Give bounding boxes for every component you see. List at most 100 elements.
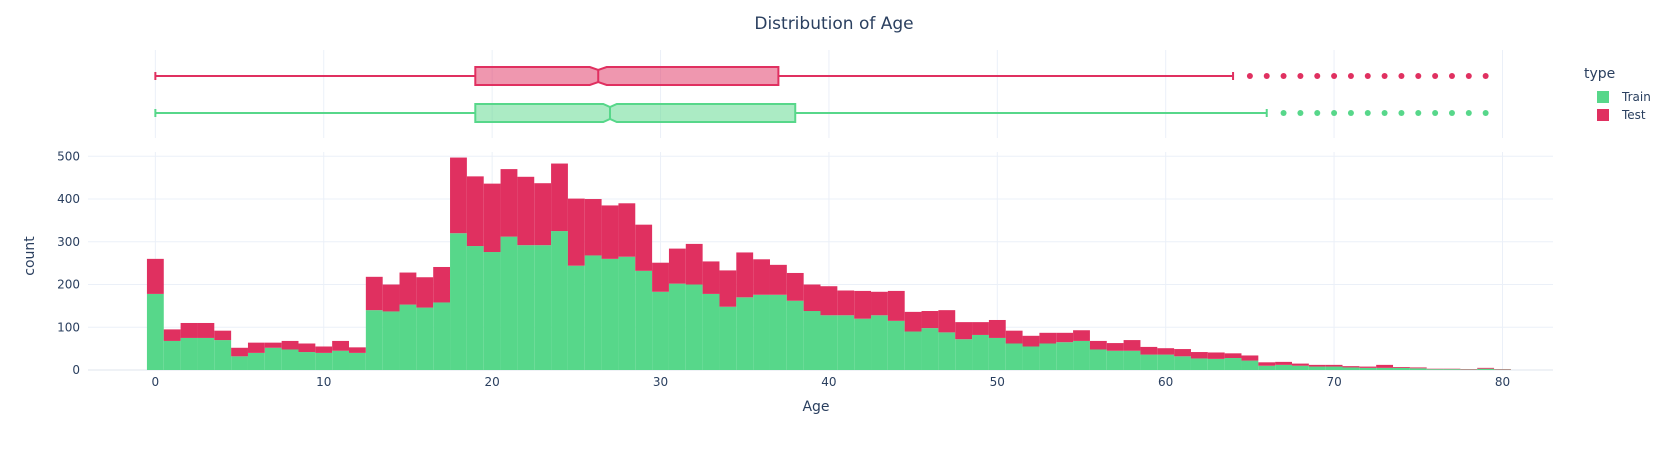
bar-train: [164, 341, 181, 370]
bar-train: [1275, 365, 1292, 370]
bar-train: [905, 332, 922, 370]
outlier-point: [1415, 73, 1421, 79]
bar-test: [922, 311, 939, 328]
box-plot-train: [155, 104, 1488, 122]
bar-test: [837, 290, 854, 315]
bar-test: [854, 291, 871, 319]
outlier-point: [1365, 110, 1371, 116]
bar-train: [871, 315, 888, 370]
y-tick-label: 0: [72, 363, 80, 377]
bar-train: [197, 338, 214, 370]
bar-train: [484, 252, 501, 370]
bar-test: [400, 273, 417, 305]
bar-train: [938, 332, 955, 370]
bar-test: [753, 259, 770, 294]
bar-train: [703, 294, 720, 370]
bar-test: [821, 286, 838, 315]
bar-test: [1326, 365, 1343, 367]
legend: type Train Test: [1584, 66, 1651, 122]
bar-train: [433, 302, 450, 370]
y-tick-label: 100: [57, 320, 80, 334]
bar-train: [1073, 341, 1090, 370]
bar-test: [1090, 341, 1107, 350]
legend-item-test[interactable]: Test: [1597, 108, 1646, 122]
x-tick-label: 40: [821, 375, 836, 389]
bar-test: [265, 343, 282, 348]
bar-test: [147, 259, 164, 294]
bar-train: [669, 284, 686, 370]
bar-train: [534, 245, 551, 370]
outlier-point: [1483, 110, 1489, 116]
bar-test: [1275, 362, 1292, 365]
bar-train: [1477, 369, 1494, 370]
bar-train: [1023, 346, 1040, 370]
legend-title: type: [1584, 66, 1615, 82]
bar-test: [1174, 349, 1191, 356]
x-tick-label: 20: [484, 375, 499, 389]
y-tick-label: 300: [57, 235, 80, 249]
bar-test: [1393, 367, 1410, 368]
bar-train: [1208, 359, 1225, 370]
bar-train: [568, 266, 585, 370]
outlier-point: [1247, 73, 1253, 79]
box-gridlines: [155, 50, 1502, 138]
bar-test: [1073, 330, 1090, 341]
bar-test: [1056, 333, 1073, 342]
bar-test: [955, 322, 972, 339]
bar-train: [366, 310, 383, 370]
bar-train: [1056, 342, 1073, 370]
bar-test: [1376, 365, 1393, 368]
bar-test: [332, 341, 349, 351]
y-axis-title: count: [22, 236, 38, 276]
bar-train: [972, 335, 989, 370]
bar-train: [1258, 366, 1275, 370]
bar-train: [955, 339, 972, 370]
bar-test: [770, 265, 787, 295]
bar-test: [1225, 353, 1242, 358]
bar-test: [1140, 347, 1157, 355]
bar-train: [753, 295, 770, 370]
bar-test: [383, 285, 400, 312]
bar-train: [1393, 368, 1410, 370]
outlier-point: [1264, 73, 1270, 79]
bar-test: [1023, 336, 1040, 347]
bar-test: [938, 310, 955, 332]
outlier-point: [1348, 73, 1354, 79]
x-tick-label: 60: [1158, 375, 1173, 389]
bar-train: [635, 271, 652, 370]
outlier-point: [1281, 110, 1287, 116]
bar-test: [1208, 352, 1225, 358]
bar-train: [854, 319, 871, 370]
bar-train: [1090, 349, 1107, 370]
bar-test: [635, 225, 652, 271]
bar-test: [989, 320, 1006, 338]
bar-test: [686, 244, 703, 285]
bar-train: [248, 353, 265, 370]
bar-test: [231, 348, 248, 357]
bar-train: [602, 259, 619, 370]
outlier-point: [1314, 73, 1320, 79]
legend-swatch: [1597, 91, 1609, 103]
box-body: [475, 104, 795, 122]
bar-test: [1309, 365, 1326, 367]
outlier-point: [1314, 110, 1320, 116]
y-tick-label: 200: [57, 278, 80, 292]
bar-test: [1107, 343, 1124, 351]
x-tick-label: 80: [1495, 375, 1510, 389]
bar-train: [719, 307, 736, 370]
bar-test: [315, 346, 332, 352]
outlier-point: [1331, 110, 1337, 116]
legend-item-train[interactable]: Train: [1597, 90, 1651, 104]
bar-train: [652, 292, 669, 370]
x-axis-title: Age: [802, 399, 829, 415]
x-tick-label: 70: [1326, 375, 1341, 389]
bar-test: [1006, 331, 1023, 344]
bar-train: [1225, 358, 1242, 370]
bar-train: [147, 294, 164, 370]
bar-test: [164, 329, 181, 341]
bar-test: [602, 205, 619, 258]
bar-test: [534, 183, 551, 245]
chart-title: Distribution of Age: [754, 14, 913, 34]
outlier-point: [1483, 73, 1489, 79]
bar-test: [1157, 348, 1174, 354]
